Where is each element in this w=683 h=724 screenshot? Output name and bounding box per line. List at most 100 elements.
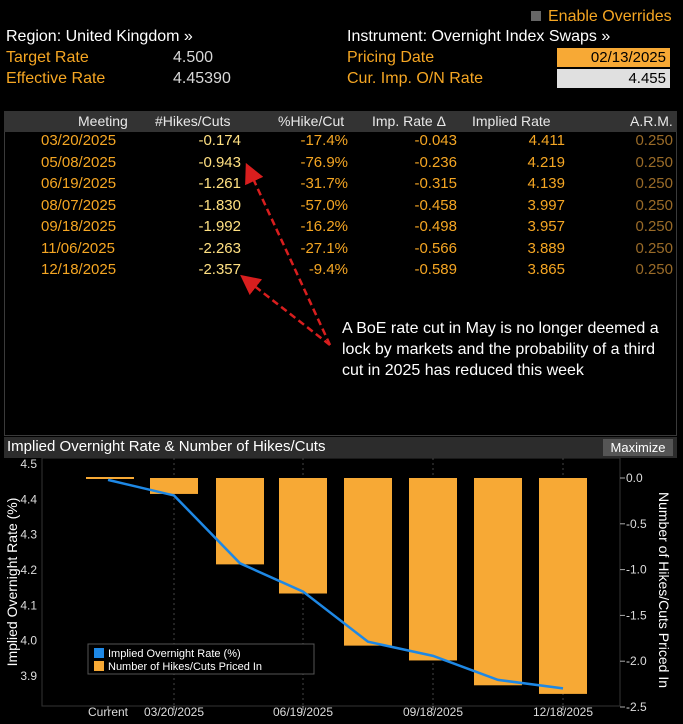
effective-rate-value: 4.45390	[173, 70, 231, 87]
y-tick-label: 4.3	[20, 528, 37, 542]
y-tick-label: 4.0	[20, 634, 37, 648]
row-hikes: -2.263	[198, 239, 241, 257]
y2-tick-label: -2.5	[626, 700, 647, 714]
y2-tick-label: -0.5	[626, 517, 647, 531]
hikes-bar	[279, 478, 327, 594]
hikes-bar	[150, 478, 198, 494]
legend-label-bars: Number of Hikes/Cuts Priced In	[108, 661, 262, 673]
cur-imp-rate-field[interactable]: 4.455	[557, 69, 670, 88]
hikes-bar	[344, 478, 392, 646]
row-meeting: 05/08/2025	[41, 153, 117, 171]
pricing-date-label: Pricing Date	[347, 49, 435, 66]
row-delta: -0.236	[414, 153, 457, 171]
row-pct: -57.0%	[300, 196, 348, 214]
x-tick-label: 06/19/2025	[273, 705, 333, 719]
row-hikes: -0.943	[198, 153, 241, 171]
row-delta: -0.498	[414, 218, 457, 235]
row-implied: 3.957	[527, 218, 565, 235]
col-arm[interactable]: A.R.M.	[630, 113, 673, 129]
effective-rate-label: Effective Rate	[6, 70, 106, 87]
chart-title: Implied Overnight Rate & Number of Hikes…	[7, 438, 326, 455]
table-header	[4, 111, 677, 132]
row-meeting: 12/18/2025	[41, 261, 117, 278]
hikes-bar	[216, 478, 264, 565]
row-arm: 0.250	[635, 153, 673, 171]
row-pct: -76.9%	[300, 153, 348, 171]
row-implied: 4.139	[527, 175, 565, 192]
row-pct: -27.1%	[300, 239, 348, 257]
y-tick-label: 4.2	[20, 563, 37, 577]
instrument-selector[interactable]: Instrument: Overnight Index Swaps »	[347, 28, 611, 45]
row-pct: -17.4%	[300, 132, 348, 149]
row-delta: -0.566	[414, 239, 457, 257]
row-pct: -31.7%	[300, 175, 348, 192]
row-meeting: 03/20/2025	[41, 132, 117, 149]
y2-axis-label: Number of Hikes/Cuts Priced In	[656, 492, 672, 688]
legend-swatch-line	[94, 648, 104, 658]
enable-overrides-checkbox[interactable]	[531, 11, 541, 21]
row-arm: 0.250	[635, 196, 673, 214]
y2-tick-label: -1.5	[626, 608, 647, 622]
row-arm: 0.250	[635, 239, 673, 257]
row-hikes: -2.357	[198, 261, 241, 278]
arrow-to-december	[240, 274, 331, 346]
implied-rate-chart: 4.5 4.4 4.3 4.2 4.1 4.0 3.9 0.0 -0.5 -1.0 -1.5 -2.0…	[4, 458, 672, 719]
y2-tick-label: -1.0	[626, 563, 647, 577]
col-hikes-cuts[interactable]: #Hikes/Cuts	[155, 113, 231, 129]
row-meeting: 11/06/2025	[41, 239, 115, 257]
chart-header	[4, 437, 677, 458]
row-arm: 0.250	[635, 261, 673, 278]
row-arm: 0.250	[635, 175, 673, 192]
cur-imp-rate-label: Cur. Imp. O/N Rate	[347, 70, 484, 87]
annotation-text: A BoE rate cut in May is no longer deeme…	[342, 320, 659, 379]
hikes-bar	[539, 478, 587, 694]
col-implied-rate[interactable]: Implied Rate	[472, 113, 551, 129]
annotation-arrows	[240, 162, 332, 346]
row-hikes: -1.261	[198, 175, 241, 192]
x-tick-label: 12/18/2025	[533, 705, 593, 719]
row-implied: 4.411	[528, 132, 565, 149]
col-pct-hike-cut[interactable]: %Hike/Cut	[278, 113, 345, 129]
row-delta: -0.043	[414, 132, 457, 149]
pricing-date-field[interactable]: 02/13/2025	[557, 48, 670, 67]
row-implied: 3.889	[527, 239, 565, 257]
row-delta: -0.458	[414, 196, 457, 214]
row-delta: -0.315	[414, 175, 457, 192]
hikes-bar	[409, 478, 457, 661]
row-meeting: 06/19/2025	[41, 175, 117, 192]
region-selector[interactable]: Region: United Kingdom »	[6, 28, 193, 45]
row-meeting: 08/07/2025	[41, 196, 117, 214]
maximize-button[interactable]: Maximize	[603, 439, 673, 456]
arrow-to-may	[245, 162, 332, 346]
legend-swatch-bars	[94, 661, 104, 671]
x-tick-label: 03/20/2025	[144, 705, 204, 719]
row-pct: -9.4%	[308, 261, 348, 278]
target-rate-label: Target Rate	[6, 49, 89, 66]
implied-rate-line	[107, 478, 564, 690]
row-hikes: -0.174	[198, 132, 241, 149]
y-tick-label: 4.4	[20, 492, 37, 506]
row-implied: 3.865	[527, 261, 565, 278]
target-rate-value: 4.500	[173, 49, 214, 66]
row-delta: -0.589	[414, 261, 457, 278]
col-meeting[interactable]: Meeting	[78, 113, 128, 129]
row-arm: 0.250	[635, 132, 673, 149]
y-tick-label: 4.1	[20, 598, 37, 612]
row-implied: 4.219	[527, 153, 565, 171]
enable-overrides-label[interactable]: Enable Overrides	[548, 8, 672, 25]
y-axis-label: Implied Overnight Rate (%)	[4, 498, 20, 667]
row-implied: 3.997	[527, 196, 565, 214]
row-hikes: -1.992	[198, 218, 241, 235]
legend-label-line: Implied Overnight Rate (%)	[108, 648, 241, 660]
row-hikes: -1.830	[198, 196, 241, 214]
row-meeting: 09/18/2025	[41, 218, 117, 235]
y2-tick-label: 0.0	[626, 471, 643, 485]
y2-tick-label: -2.0	[626, 654, 647, 668]
x-tick-label: Current	[88, 705, 129, 719]
row-pct: -16.2%	[300, 218, 348, 235]
legend-box	[87, 643, 315, 675]
col-imp-rate-delta[interactable]: Imp. Rate Δ	[372, 113, 446, 129]
hikes-bar	[474, 478, 522, 686]
y-tick-label: 3.9	[20, 669, 37, 683]
row-arm: 0.250	[635, 218, 673, 235]
